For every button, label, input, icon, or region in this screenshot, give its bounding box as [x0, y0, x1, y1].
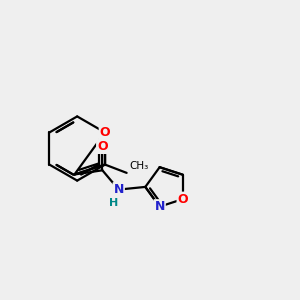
Text: O: O [97, 140, 108, 153]
Text: N: N [154, 200, 165, 213]
Text: H: H [109, 198, 118, 208]
Text: O: O [178, 193, 188, 206]
Text: N: N [113, 183, 124, 196]
Text: CH₃: CH₃ [129, 161, 148, 171]
Text: O: O [100, 126, 110, 139]
